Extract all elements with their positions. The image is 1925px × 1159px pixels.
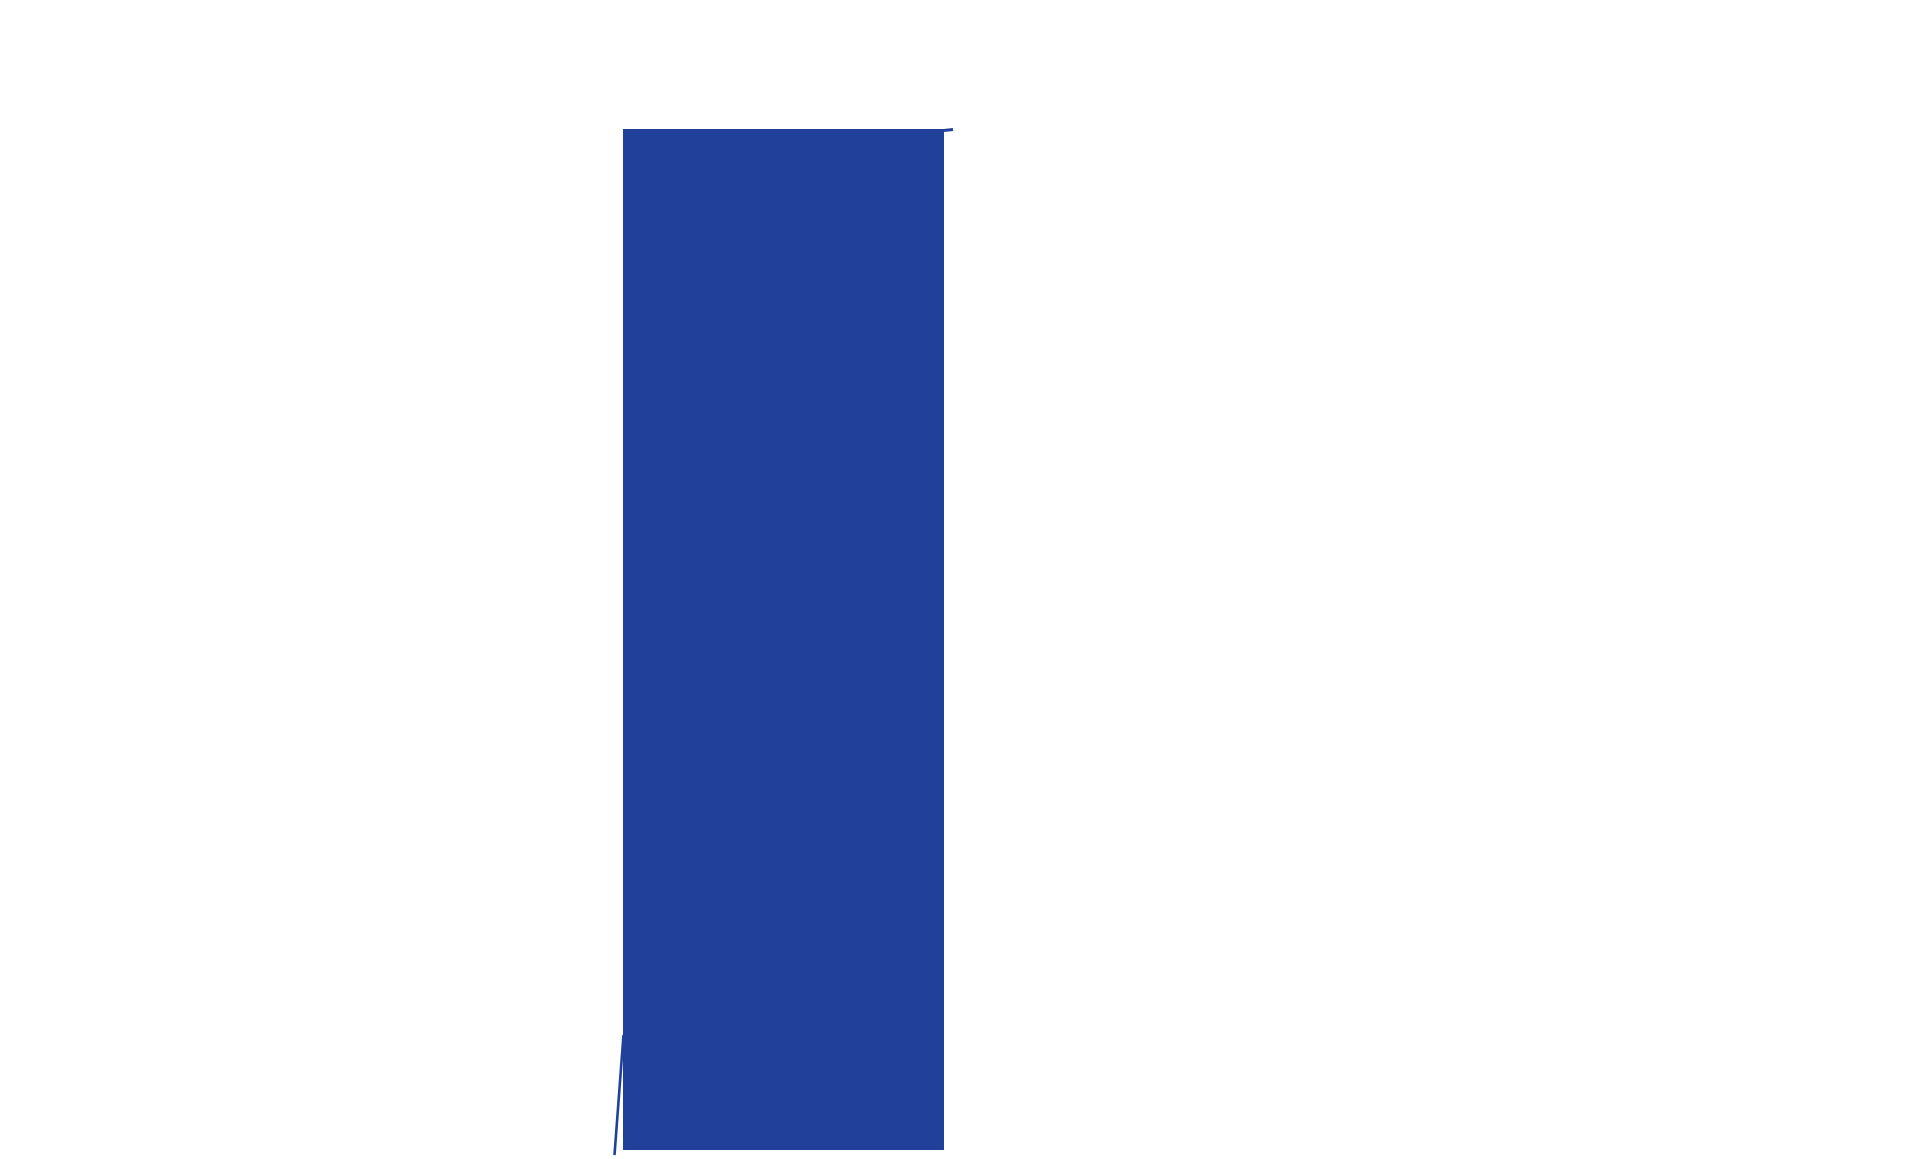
signal-band — [623, 129, 944, 1150]
signal-lead-in-line — [613, 1034, 625, 1156]
signal-lead-out-tick — [943, 128, 954, 132]
